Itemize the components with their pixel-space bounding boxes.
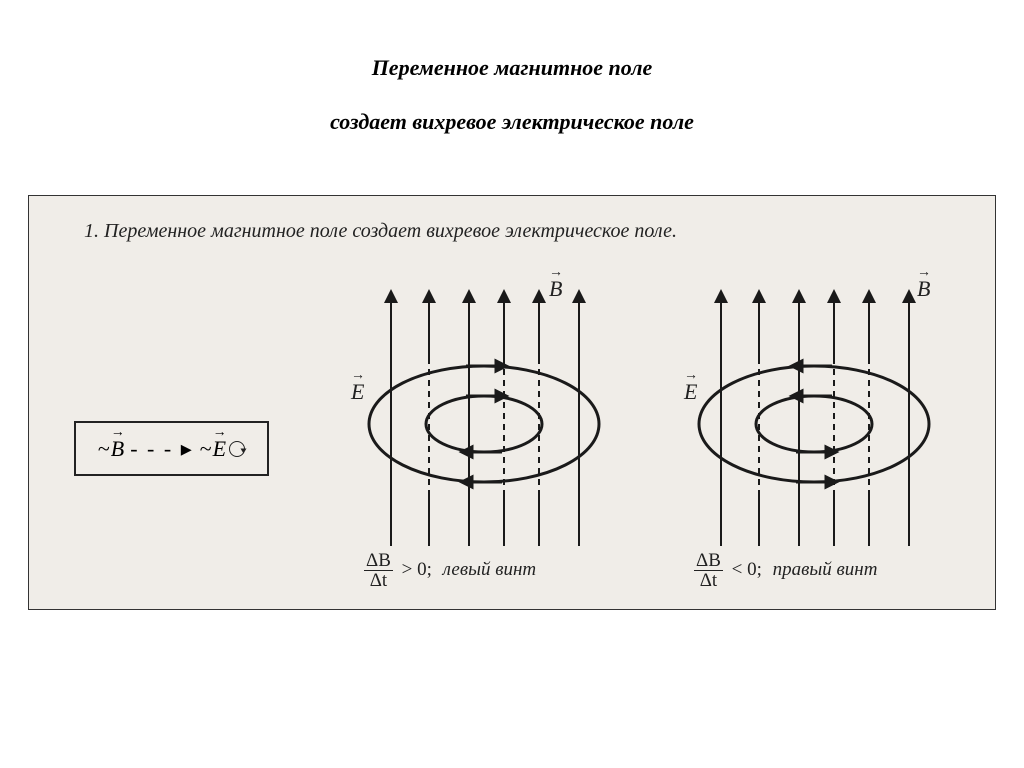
title-line-2: создает вихревое электрическое поле <box>0 109 1024 135</box>
title-line-1: Переменное магнитное поле <box>0 55 1024 81</box>
title-block: Переменное магнитное поле создает вихрев… <box>0 0 1024 135</box>
figure-area: 1. Переменное магнитное поле создает вих… <box>28 195 996 610</box>
diagram-svg <box>29 196 997 611</box>
diagram-svg-wrap <box>29 196 997 611</box>
